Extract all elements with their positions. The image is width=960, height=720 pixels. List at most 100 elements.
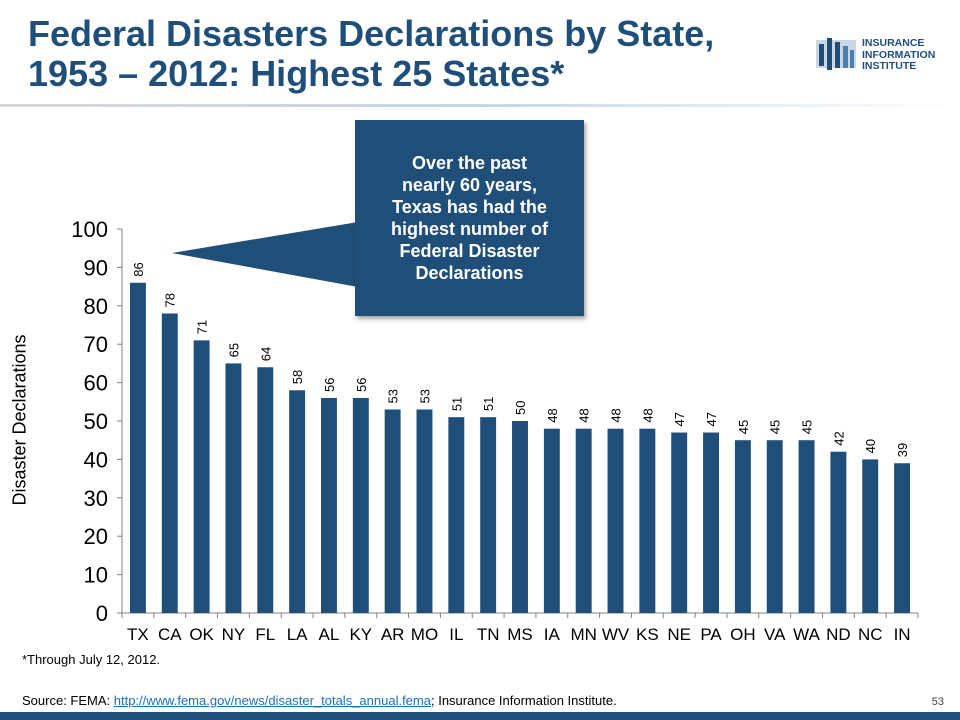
x-tick-label: NY	[222, 625, 246, 644]
y-tick-label: 10	[84, 563, 108, 588]
data-label: 78	[163, 293, 178, 307]
footnote: *Through July 12, 2012.	[22, 652, 161, 667]
y-tick-label: 90	[84, 255, 108, 280]
x-tick-label: OK	[189, 625, 214, 644]
footer-bar	[0, 712, 960, 720]
x-tick-label: MN	[570, 625, 596, 644]
logo-line-2: INFORMATION	[862, 48, 936, 61]
bar-ks	[639, 428, 656, 613]
callout-text: Over the past nearly 60 years, Texas has…	[381, 152, 558, 284]
data-label: 53	[417, 389, 432, 403]
data-label: 50	[513, 401, 528, 415]
x-tick-label: WA	[793, 625, 820, 644]
x-tick-label: PA	[700, 625, 722, 644]
bar-in	[894, 463, 911, 613]
logo-wordmark: INSURANCE INFORMATION INSTITUTE	[862, 37, 936, 73]
y-tick-label: 20	[84, 524, 108, 549]
x-tick-label: MS	[507, 625, 533, 644]
bar-tx	[129, 282, 146, 613]
x-tick-label: FL	[255, 625, 275, 644]
x-tick-label: NC	[858, 625, 883, 644]
x-tick-label: TN	[477, 625, 500, 644]
bar-ky	[352, 397, 369, 613]
y-tick-label: 40	[84, 447, 108, 472]
data-label: 51	[481, 397, 496, 411]
data-label: 47	[704, 412, 719, 426]
data-label: 56	[354, 377, 369, 391]
x-tick-label: IN	[894, 625, 911, 644]
bar-ar	[384, 409, 401, 613]
data-label: 58	[290, 370, 305, 384]
x-tick-label: TX	[127, 625, 149, 644]
bar-ca	[161, 313, 178, 613]
data-label: 45	[736, 420, 751, 434]
x-tick-label: WV	[602, 625, 630, 644]
title-divider	[0, 104, 960, 107]
bar-va	[766, 440, 783, 613]
source-citation: Source: FEMA: http://www.fema.gov/news/d…	[22, 693, 617, 708]
source-prefix: Source: FEMA:	[22, 693, 114, 708]
y-tick-label: 70	[84, 332, 108, 357]
bar-wa	[798, 440, 815, 613]
bar-la	[289, 390, 306, 613]
y-tick-label: 100	[71, 217, 108, 242]
x-tick-label: VA	[764, 625, 786, 644]
callout-line: Over the past	[411, 153, 528, 173]
data-label: 51	[449, 397, 464, 411]
logo-line-3: INSTITUTE	[862, 60, 917, 72]
bar-fl	[257, 367, 274, 613]
data-label: 48	[545, 408, 560, 422]
bar-ne	[671, 432, 688, 613]
source-link[interactable]: http://www.fema.gov/news/disaster_totals…	[113, 693, 431, 708]
x-tick-label: CA	[158, 625, 182, 644]
data-label: 45	[800, 420, 815, 434]
x-tick-label: IA	[544, 625, 561, 644]
x-tick-label: OH	[730, 625, 756, 644]
x-tick-label: ND	[826, 625, 851, 644]
data-label: 65	[226, 343, 241, 357]
callout-box: Over the past nearly 60 years, Texas has…	[355, 120, 584, 316]
data-label: 48	[577, 408, 592, 422]
data-label: 64	[258, 347, 273, 361]
data-label: 48	[640, 408, 655, 422]
bar-il	[448, 417, 465, 613]
bar-nd	[830, 451, 847, 613]
bar-mn	[575, 428, 592, 613]
page-title: Federal Disasters Declarations by State,…	[28, 14, 788, 94]
title-line-2: 1953 – 2012: Highest 25 States*	[28, 53, 565, 94]
y-tick-label: 60	[84, 371, 108, 396]
bar-ny	[225, 363, 242, 613]
bar-wv	[607, 428, 624, 613]
bar-nc	[862, 459, 879, 613]
y-tick-label: 80	[84, 294, 108, 319]
data-label: 45	[768, 420, 783, 434]
data-label: 47	[672, 412, 687, 426]
x-tick-label: NE	[667, 625, 691, 644]
callout-line: Texas has had the	[392, 197, 547, 217]
y-tick-label: 0	[96, 601, 108, 626]
x-tick-label: IL	[449, 625, 463, 644]
bar-ia	[543, 428, 560, 613]
source-suffix: ; Insurance Information Institute.	[430, 693, 617, 708]
bar-ms	[512, 421, 528, 613]
data-label: 40	[863, 439, 878, 453]
data-label: 53	[386, 389, 401, 403]
data-label: 39	[895, 443, 910, 457]
bar-mo	[416, 409, 433, 613]
callout-line: highest number of	[391, 219, 548, 239]
iii-logo: INSURANCE INFORMATION INSTITUTE	[816, 36, 946, 76]
callout-line: Federal Disaster	[399, 241, 540, 261]
callout-line: Declarations	[415, 263, 524, 283]
y-tick-label: 30	[84, 486, 108, 511]
data-label: 56	[322, 377, 337, 391]
x-tick-label: KS	[636, 625, 659, 644]
x-tick-label: AL	[319, 625, 340, 644]
page-number: 53	[931, 696, 944, 708]
data-label: 42	[831, 431, 846, 445]
bar-tn	[480, 417, 497, 613]
x-tick-label: LA	[287, 625, 308, 644]
bar-oh	[734, 440, 751, 613]
bar-ok	[193, 340, 210, 613]
